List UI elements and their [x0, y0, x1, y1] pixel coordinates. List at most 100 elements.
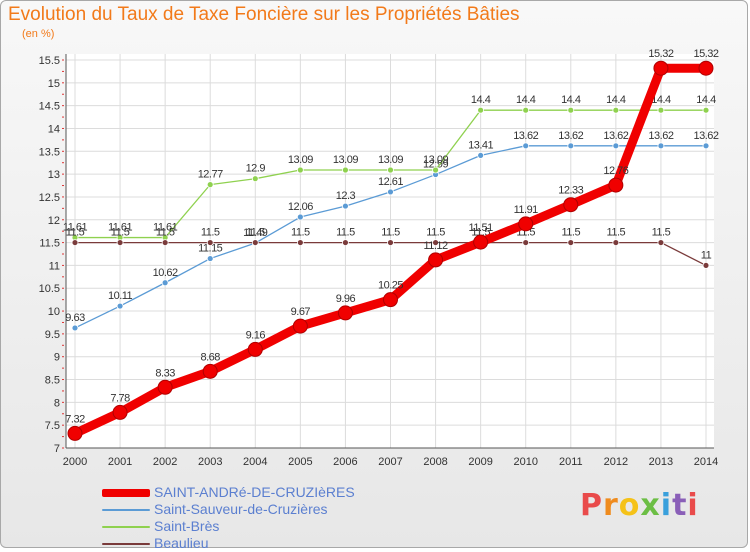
x-tick-label: 2014 — [694, 456, 718, 468]
series-1-data-label: 12.3 — [336, 190, 356, 202]
series-0-point — [563, 197, 579, 213]
logo-letter: t — [672, 488, 688, 523]
series-1-point — [342, 202, 349, 210]
series-0-data-label: 9.67 — [291, 306, 311, 318]
x-tick-label: 2001 — [108, 456, 132, 468]
series-3-data-label: 11.5 — [652, 227, 671, 239]
legend-label: Saint-Sauveur-de-Cruzières — [154, 501, 328, 517]
y-tick-label: 13 — [48, 169, 60, 181]
series-0-data-label: 15.32 — [693, 48, 718, 60]
logo-letter: i — [660, 488, 673, 523]
series-0-point — [473, 234, 489, 250]
series-0-point — [247, 341, 263, 357]
x-tick-label: 2003 — [198, 456, 222, 468]
series-0-point — [428, 252, 444, 268]
series-2-data-label: 12.9 — [246, 163, 266, 175]
x-tick-label: 2005 — [288, 456, 312, 468]
series-1-point — [612, 142, 620, 150]
series-0-data-label: 8.33 — [155, 367, 175, 379]
series-0-data-label: 7.78 — [110, 392, 130, 404]
series-2-data-label: 14.4 — [471, 94, 491, 106]
series-0-point — [653, 60, 669, 76]
x-tick-label: 2009 — [468, 456, 492, 468]
legend-label: SAINT-ANDRé-DE-CRUZIèRES — [154, 484, 355, 500]
series-0-point — [67, 425, 83, 441]
series-2-data-label: 13.09 — [378, 154, 403, 166]
series-3-point — [432, 239, 439, 246]
series-0-data-label: 12.76 — [603, 165, 628, 177]
series-0-point — [518, 216, 534, 232]
series-2-data-label: 14.4 — [606, 94, 626, 106]
series-1-data-label: 12.06 — [288, 201, 313, 213]
series-0-point — [292, 318, 308, 334]
series-0-data-label: 12.33 — [558, 185, 583, 197]
series-3-point — [296, 239, 304, 246]
series-2-point — [387, 166, 394, 174]
y-tick-label: 7.5 — [45, 420, 60, 432]
series-2-data-label: 12.77 — [198, 169, 223, 181]
series-3-data-label: 11.5 — [201, 227, 220, 239]
series-3-point — [387, 239, 394, 246]
series-3-point — [206, 239, 214, 246]
y-tick-label: 9.5 — [45, 329, 60, 341]
series-2-point — [342, 166, 349, 174]
chart-title: Evolution du Taux de Taxe Foncière sur l… — [8, 4, 520, 25]
chart-unit-label: (en %) — [22, 28, 55, 40]
legend-swatch — [102, 489, 150, 497]
series-1-point — [522, 142, 530, 150]
series-3-point — [567, 239, 575, 246]
legend-swatch — [102, 543, 150, 545]
series-3-data-label: 11.5 — [336, 227, 355, 239]
y-tick-label: 11.5 — [39, 238, 60, 250]
series-1-point — [657, 142, 665, 150]
series-3-point — [161, 239, 169, 246]
series-1-point — [477, 152, 485, 159]
series-3-data-label: 11.5 — [291, 227, 310, 239]
series-2-data-label: 14.4 — [651, 94, 671, 106]
series-3-data-label: 11 — [701, 249, 712, 261]
logo-letter: x — [640, 488, 661, 523]
x-tick-label: 2012 — [604, 456, 628, 468]
series-0-point — [383, 292, 398, 308]
series-2-point — [522, 106, 530, 114]
series-3-point — [522, 239, 530, 246]
logo-letter: o — [618, 488, 641, 523]
series-1-data-label: 11.49 — [243, 227, 268, 239]
y-tick-label: 8 — [54, 397, 60, 409]
series-1-data-label: 10.11 — [108, 290, 133, 302]
series-1-data-label: 10.62 — [153, 267, 178, 279]
series-1-data-label: 13.62 — [693, 130, 718, 142]
series-3-data-label: 11.5 — [607, 227, 626, 239]
series-1-point — [161, 279, 169, 287]
series-0-point — [202, 363, 218, 379]
series-3-data-label: 11.5 — [111, 227, 130, 239]
series-2-point — [657, 106, 665, 114]
y-tick-label: 14.5 — [39, 101, 60, 113]
legend-swatch — [102, 526, 150, 528]
series-1-data-label: 11.15 — [198, 243, 223, 255]
y-tick-label: 13.5 — [39, 146, 60, 158]
series-2-data-label: 14.4 — [516, 94, 536, 106]
series-1-data-label: 13.62 — [603, 130, 628, 142]
series-2-point — [251, 175, 259, 183]
series-2-point — [206, 181, 214, 189]
series-0-data-label: 8.68 — [201, 351, 221, 363]
series-2-data-label: 11.61 — [108, 222, 133, 234]
logo-letter: r — [603, 488, 619, 523]
series-0-point — [698, 60, 714, 76]
x-tick-label: 2007 — [378, 456, 402, 468]
series-0-data-label: 10.25 — [378, 280, 403, 292]
series-1-point — [387, 188, 394, 196]
series-1-point — [116, 302, 124, 310]
series-1-data-label: 12.61 — [378, 176, 403, 188]
y-tick-label: 15.5 — [39, 55, 60, 67]
series-3-point — [342, 239, 349, 246]
y-tick-label: 12.5 — [39, 192, 60, 204]
series-3-data-label: 11.5 — [426, 227, 445, 239]
legend-label: Beaulieu — [154, 535, 209, 551]
logo-letter: P — [580, 488, 603, 523]
x-tick-label: 2002 — [153, 456, 177, 468]
series-2-point — [477, 106, 485, 114]
series-3-point — [251, 239, 259, 246]
y-tick-label: 10.5 — [39, 283, 60, 295]
